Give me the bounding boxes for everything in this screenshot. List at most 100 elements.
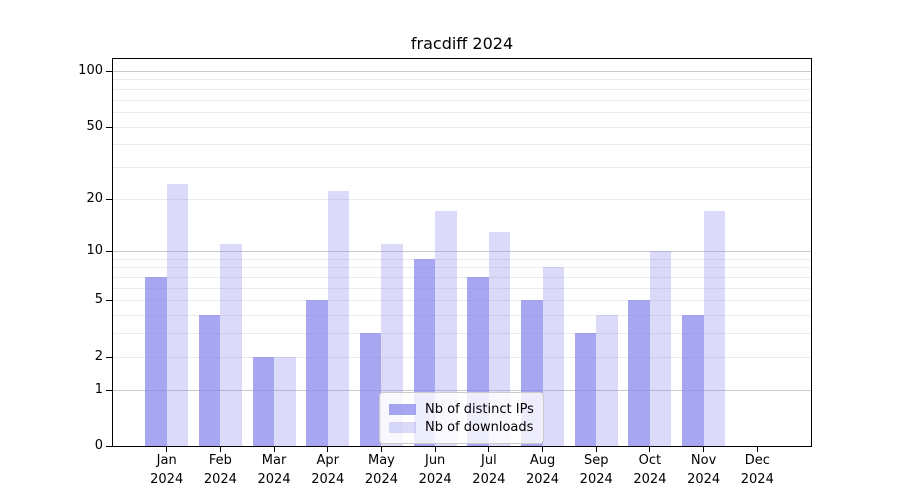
x-tick-month: Apr [316,453,340,468]
x-tick-month: Feb [208,453,232,468]
legend-item: Nb of downloads [389,419,534,435]
major-gridline [113,251,811,253]
x-tick-mark [273,446,275,452]
x-tick-label: May 2024 [351,451,411,489]
legend-item: Nb of distinct IPs [389,401,534,417]
minor-gridline [113,126,811,128]
x-tick-month: Aug [529,453,556,468]
bar-downloads-oct [649,251,672,446]
x-tick-mark [649,446,651,452]
minor-gridline [113,198,811,200]
minor-gridline [113,267,811,269]
x-tick-mark [327,446,329,452]
bar-downloads-apr [327,191,350,446]
minor-gridline [113,144,811,146]
minor-gridline [113,79,811,81]
y-tick-label: 20 [86,190,103,206]
x-tick-label: Apr 2024 [298,451,358,489]
minor-gridline [113,300,811,302]
minor-gridline [113,277,811,279]
minor-gridline [113,258,811,260]
x-tick-year: 2024 [687,472,721,487]
x-tick-label: Jul 2024 [459,451,519,489]
x-tick-mark [542,446,544,452]
minor-gridline [113,88,811,90]
y-tick-label: 10 [86,243,103,259]
x-tick-year: 2024 [579,472,613,487]
x-tick-month: Jan [156,453,177,468]
y-tick-label: 1 [94,381,103,397]
x-tick-mark [166,446,168,452]
x-tick-month: Dec [744,453,770,468]
y-tick-mark [106,389,112,391]
bar-ips-sep [574,333,597,446]
legend-label: Nb of downloads [425,419,534,435]
bar-downloads-nov [703,211,726,446]
minor-gridline [113,315,811,317]
bar-ips-jan [145,277,167,446]
minor-gridline [113,111,811,113]
x-tick-label: Jan 2024 [137,451,197,489]
minor-gridline [113,356,811,358]
major-gridline [113,389,811,391]
x-tick-year: 2024 [472,472,506,487]
x-tick-mark [488,446,490,452]
minor-gridline [113,166,811,168]
x-tick-mark [703,446,705,452]
x-tick-month: Jul [481,453,497,468]
minor-gridline [113,333,811,335]
bar-ips-apr [306,300,328,446]
x-tick-month: Mar [261,453,287,468]
x-tick-year: 2024 [311,472,345,487]
bar-downloads-mar [274,356,296,446]
x-tick-label: Sep 2024 [566,451,626,489]
y-tick-mark [106,446,112,447]
bar-ips-nov [682,315,704,446]
bar-downloads-jan [166,184,189,446]
bar-ips-mar [252,356,275,446]
major-gridline [113,71,811,72]
x-tick-label: Aug 2024 [513,451,573,489]
bar-downloads-sep [596,315,618,446]
bar-downloads-feb [220,244,242,446]
x-tick-year: 2024 [633,472,667,487]
legend-swatch [389,403,416,415]
x-tick-month: Nov [690,453,717,468]
y-tick-label: 2 [94,348,103,364]
x-tick-month: Oct [638,453,662,468]
minor-gridline [113,287,811,289]
legend-label: Nb of distinct IPs [425,401,534,417]
y-tick-mark [106,251,112,253]
y-tick-label: 5 [94,292,103,308]
x-tick-label: Dec 2024 [727,451,787,489]
x-tick-label: Jun 2024 [405,451,465,489]
y-tick-mark [106,356,112,358]
y-tick-label: 100 [78,63,103,78]
y-tick-mark [106,71,112,72]
x-tick-label: Oct 2024 [620,451,680,489]
y-tick-mark [106,198,112,200]
x-tick-label: Feb 2024 [190,451,250,489]
legend: Nb of distinct IPs Nb of downloads [379,392,544,444]
bar-ips-oct [628,300,650,446]
x-tick-year: 2024 [150,472,184,487]
x-tick-year: 2024 [364,472,398,487]
x-tick-month: Sep [583,453,609,468]
x-tick-year: 2024 [740,472,774,487]
chart-title: fracdiff 2024 [410,34,514,53]
y-tick-mark [106,126,112,128]
y-tick-mark [106,300,112,302]
x-tick-month: Jun [424,453,446,468]
x-tick-label: Mar 2024 [244,451,304,489]
x-tick-year: 2024 [418,472,452,487]
bar-ips-may [359,333,382,446]
bar-ips-feb [198,315,221,446]
x-tick-mark [434,446,436,452]
x-tick-mark [756,446,758,452]
y-tick-label: 50 [86,118,103,134]
plot-area [112,58,812,447]
x-tick-mark [219,446,221,452]
y-tick-label: 0 [94,438,103,453]
bar-downloads-aug [542,267,564,446]
